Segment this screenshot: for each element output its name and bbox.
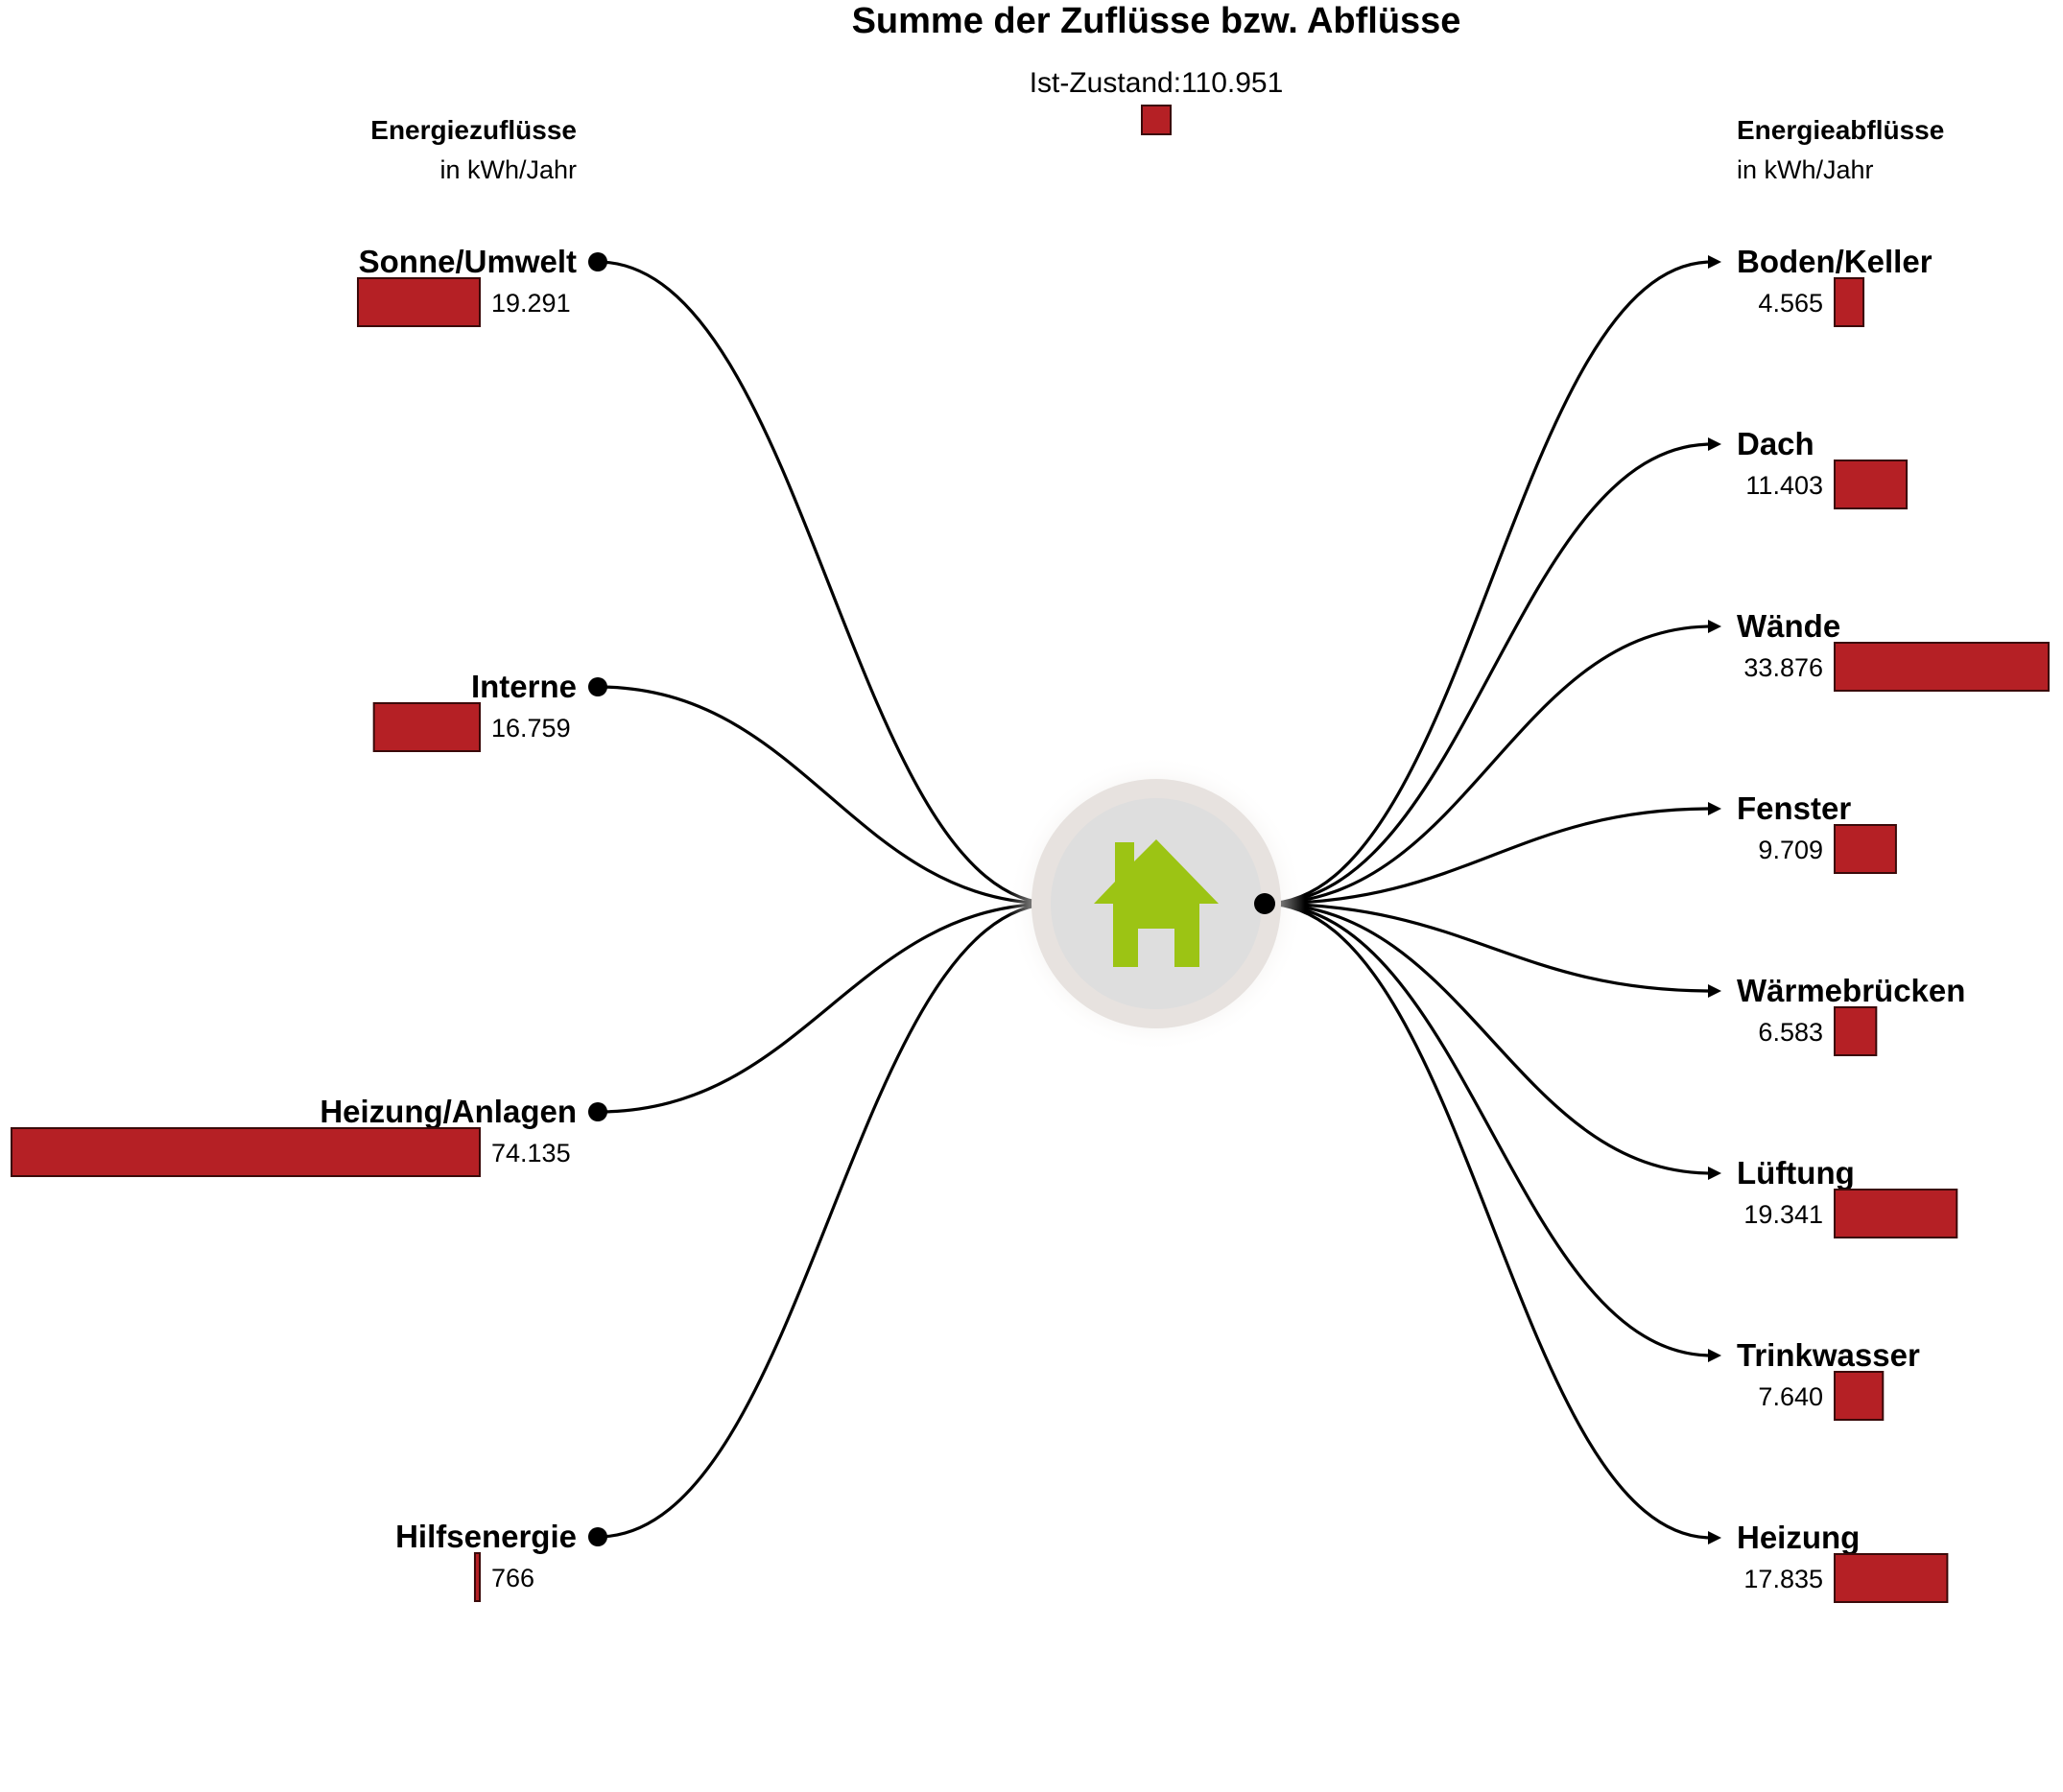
arrow-head-icon (1708, 620, 1721, 633)
value-sonne-umwelt: 19.291 (491, 289, 571, 318)
bar-boden-keller (1834, 277, 1865, 327)
link-lueftung (1264, 902, 1713, 1175)
bar-trinkwasser (1834, 1371, 1885, 1421)
value-lueftung: 19.341 (1743, 1200, 1823, 1229)
node-label-fenster: Fenster (1737, 790, 1851, 826)
value-waermebruecken: 6.583 (1758, 1018, 1823, 1047)
value-interne: 16.759 (491, 714, 571, 743)
bar-sonne-umwelt (357, 277, 482, 327)
node-label-waende: Wände (1737, 608, 1840, 644)
link-heizung-anlagen (597, 902, 1055, 1114)
value-boden-keller: 4.565 (1758, 289, 1823, 318)
arrow-head-icon (1708, 802, 1721, 815)
outflow-unit: in kWh/Jahr (1737, 155, 1874, 184)
value-heizung-anlagen: 74.135 (491, 1139, 571, 1167)
arrow-head-icon (1708, 255, 1721, 269)
link-fenster (1264, 807, 1713, 906)
bar-hilfsenergie (473, 1552, 481, 1602)
inflow-header: Energiezuflüsse (370, 115, 577, 145)
value-heizung: 17.835 (1743, 1565, 1823, 1593)
inflow-nodes: Sonne/Umwelt 19.291 Interne 16.759 Heizung/A… (11, 244, 607, 1602)
node-label-trinkwasser: Trinkwasser (1737, 1337, 1920, 1373)
center-out-dot (1254, 893, 1275, 914)
arrow-head-icon (1708, 1167, 1721, 1180)
node-label-boden-keller: Boden/Keller (1737, 244, 1933, 279)
node-label-dach: Dach (1737, 426, 1814, 461)
center-node (1008, 755, 1305, 1052)
node-dot-interne (588, 677, 607, 696)
link-hilfsenergie (597, 902, 1055, 1539)
outflow-header: Energieabflüsse (1737, 115, 1944, 145)
bar-fenster (1834, 824, 1897, 874)
node-label-lueftung: Lüftung (1737, 1155, 1855, 1191)
arrow-head-icon (1708, 437, 1721, 451)
house-icon (1094, 839, 1219, 967)
value-trinkwasser: 7.640 (1758, 1382, 1823, 1411)
bar-dach (1834, 460, 1909, 509)
node-dot-sonne-umwelt (588, 252, 607, 271)
node-label-hilfsenergie: Hilfsenergie (395, 1519, 577, 1554)
total-label: Ist-Zustand:110.951 (1030, 67, 1284, 99)
value-waende: 33.876 (1743, 653, 1823, 682)
page-title: Summe der Zuflüsse bzw. Abflüsse (852, 1, 1461, 41)
arrow-head-icon (1708, 984, 1721, 998)
arrow-head-icon (1708, 1531, 1721, 1544)
value-dach: 11.403 (1745, 471, 1823, 500)
node-dot-heizung-anlagen (588, 1102, 607, 1121)
link-heizung (1264, 902, 1713, 1540)
bar-interne (372, 702, 481, 752)
value-fenster: 9.709 (1758, 836, 1823, 864)
bar-lueftung (1834, 1189, 1958, 1238)
node-dot-hilfsenergie (588, 1527, 607, 1546)
node-label-heizung-anlagen: Heizung/Anlagen (320, 1094, 577, 1129)
bar-heizung-anlagen (11, 1127, 481, 1177)
bar-waermebruecken (1834, 1006, 1878, 1056)
link-interne (597, 685, 1055, 906)
link-sonne-umwelt (597, 260, 1055, 906)
node-label-sonne-umwelt: Sonne/Umwelt (359, 244, 577, 279)
node-label-heizung: Heizung (1737, 1520, 1860, 1555)
total-bar (1141, 105, 1172, 135)
bar-heizung (1834, 1553, 1949, 1603)
bar-waende (1834, 642, 2050, 692)
link-trinkwasser (1264, 902, 1713, 1357)
flow-links (597, 260, 1713, 1540)
link-waende (1264, 625, 1713, 906)
link-boden-keller (1264, 260, 1713, 906)
node-label-waermebruecken: Wärmebrücken (1737, 973, 1965, 1008)
inflow-unit: in kWh/Jahr (439, 155, 577, 184)
outflow-nodes: Boden/Keller 4.565 Dach 11.403 Wände 33.876 Fe… (1254, 244, 2050, 1603)
link-dach (1264, 442, 1713, 906)
node-label-interne: Interne (471, 669, 577, 704)
arrow-head-icon (1708, 1349, 1721, 1362)
link-waermebruecken (1264, 902, 1713, 993)
value-hilfsenergie: 766 (491, 1564, 534, 1592)
